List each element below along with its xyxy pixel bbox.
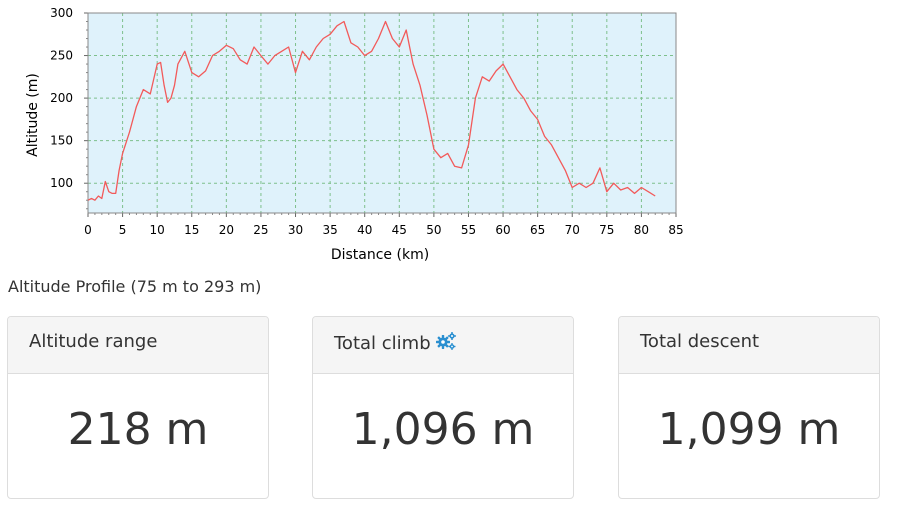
x-tick-label: 45 xyxy=(392,223,407,237)
card-header: Total descent xyxy=(619,317,879,374)
x-tick-label: 70 xyxy=(565,223,580,237)
x-axis-title: Distance (km) xyxy=(331,247,429,263)
x-tick-label: 20 xyxy=(219,223,234,237)
x-tick-label: 15 xyxy=(184,223,199,237)
x-tick-label: 25 xyxy=(253,223,268,237)
total-descent-value: 1,099 m xyxy=(657,404,841,455)
x-tick-label: 5 xyxy=(119,223,127,237)
x-tick-label: 40 xyxy=(357,223,372,237)
altitude-line xyxy=(87,20,656,201)
x-tick-label: 60 xyxy=(495,223,510,237)
profile-caption: Altitude Profile (75 m to 293 m) xyxy=(8,277,262,296)
y-tick-label: 250 xyxy=(50,49,73,63)
x-tick-label: 35 xyxy=(322,223,337,237)
altitude-chart: 0 5 10 15 20 25 30 35 40 45 50 55 60 65 70 75 80 85 100 150… xyxy=(0,0,690,272)
x-tick-label: 85 xyxy=(668,223,683,237)
x-tick-label: 0 xyxy=(84,223,92,237)
x-tick-label: 10 xyxy=(150,223,165,237)
total-climb-title: Total climb xyxy=(334,333,431,354)
altitude-range-value: 218 m xyxy=(67,404,209,455)
y-tick-label: 300 xyxy=(50,6,73,20)
total-climb-value: 1,096 m xyxy=(351,404,535,455)
y-tick-label: 200 xyxy=(50,91,73,105)
card-header: Altitude range xyxy=(8,317,268,374)
total-descent-card: Total descent 1,099 m xyxy=(618,316,880,499)
y-axis-title: Altitude (m) xyxy=(25,73,41,157)
x-tick-label: 80 xyxy=(634,223,649,237)
x-tick-label: 55 xyxy=(461,223,476,237)
plot-border xyxy=(87,12,677,214)
x-tick-label: 50 xyxy=(426,223,441,237)
plot-area xyxy=(88,13,676,213)
total-descent-title: Total descent xyxy=(640,331,760,352)
gears-icon[interactable] xyxy=(435,331,457,356)
altitude-chart-svg: 0 5 10 15 20 25 30 35 40 45 50 55 60 65 70 75 80 85 100 150… xyxy=(25,6,684,263)
x-tick-label: 30 xyxy=(288,223,303,237)
altitude-range-title: Altitude range xyxy=(29,331,158,352)
y-tick-label: 100 xyxy=(50,176,73,190)
y-tick-label: 150 xyxy=(50,134,73,148)
x-tick-label: 75 xyxy=(599,223,614,237)
total-climb-card: Total climb 1,096 m xyxy=(312,316,574,499)
altitude-range-card: Altitude range 218 m xyxy=(7,316,269,499)
card-header: Total climb xyxy=(313,317,573,374)
x-tick-label: 65 xyxy=(530,223,545,237)
